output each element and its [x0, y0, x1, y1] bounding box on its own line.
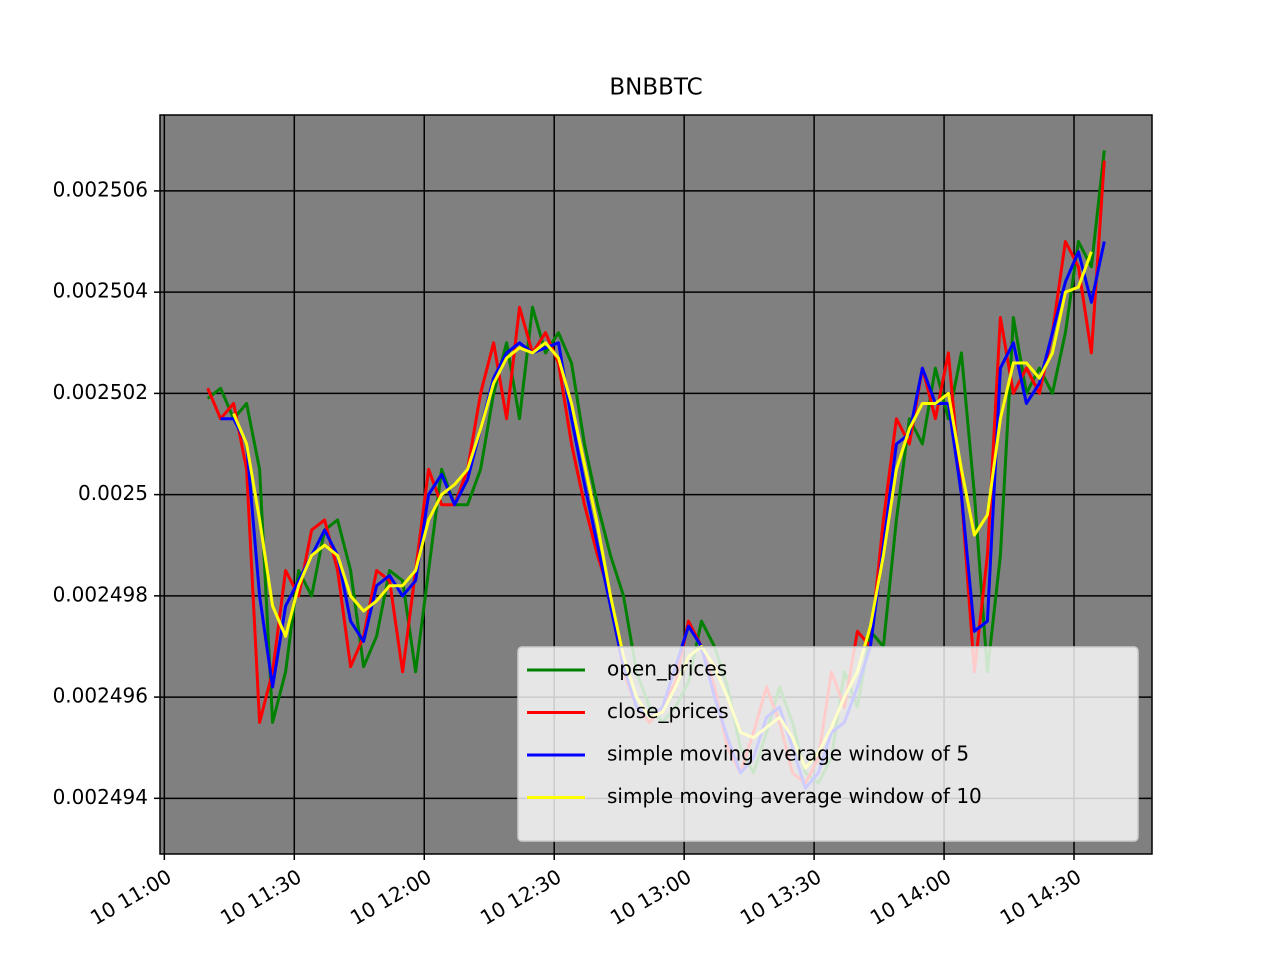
legend-box [517, 646, 1139, 842]
y-tick-label: 0.002502 [53, 380, 148, 404]
x-tick-label: 10 12:30 [476, 864, 565, 930]
legend-label: simple moving average window of 10 [607, 784, 982, 808]
x-tick-label: 10 11:30 [216, 864, 305, 930]
x-tick-label: 10 11:00 [86, 864, 175, 930]
y-tick-label: 0.002506 [53, 177, 148, 201]
y-tick-label: 0.002494 [53, 785, 148, 809]
x-tick-label: 10 13:00 [606, 864, 695, 930]
legend-label: open_prices [607, 657, 727, 681]
x-tick-label: 10 14:00 [866, 864, 955, 930]
x-tick-label: 10 12:00 [346, 864, 435, 930]
legend-label: simple moving average window of 5 [607, 742, 969, 766]
y-tick-label: 0.002504 [53, 279, 148, 303]
legend-label: close_prices [607, 699, 729, 723]
y-tick-label: 0.002496 [53, 684, 148, 708]
y-tick-label: 0.002498 [53, 582, 148, 606]
plot-frame [159, 114, 1153, 855]
x-tick-label: 10 14:30 [996, 864, 1085, 930]
chart-title: BNBBTC [609, 75, 702, 101]
y-tick-label: 0.0025 [78, 481, 148, 505]
x-tick-label: 10 13:30 [736, 864, 825, 930]
